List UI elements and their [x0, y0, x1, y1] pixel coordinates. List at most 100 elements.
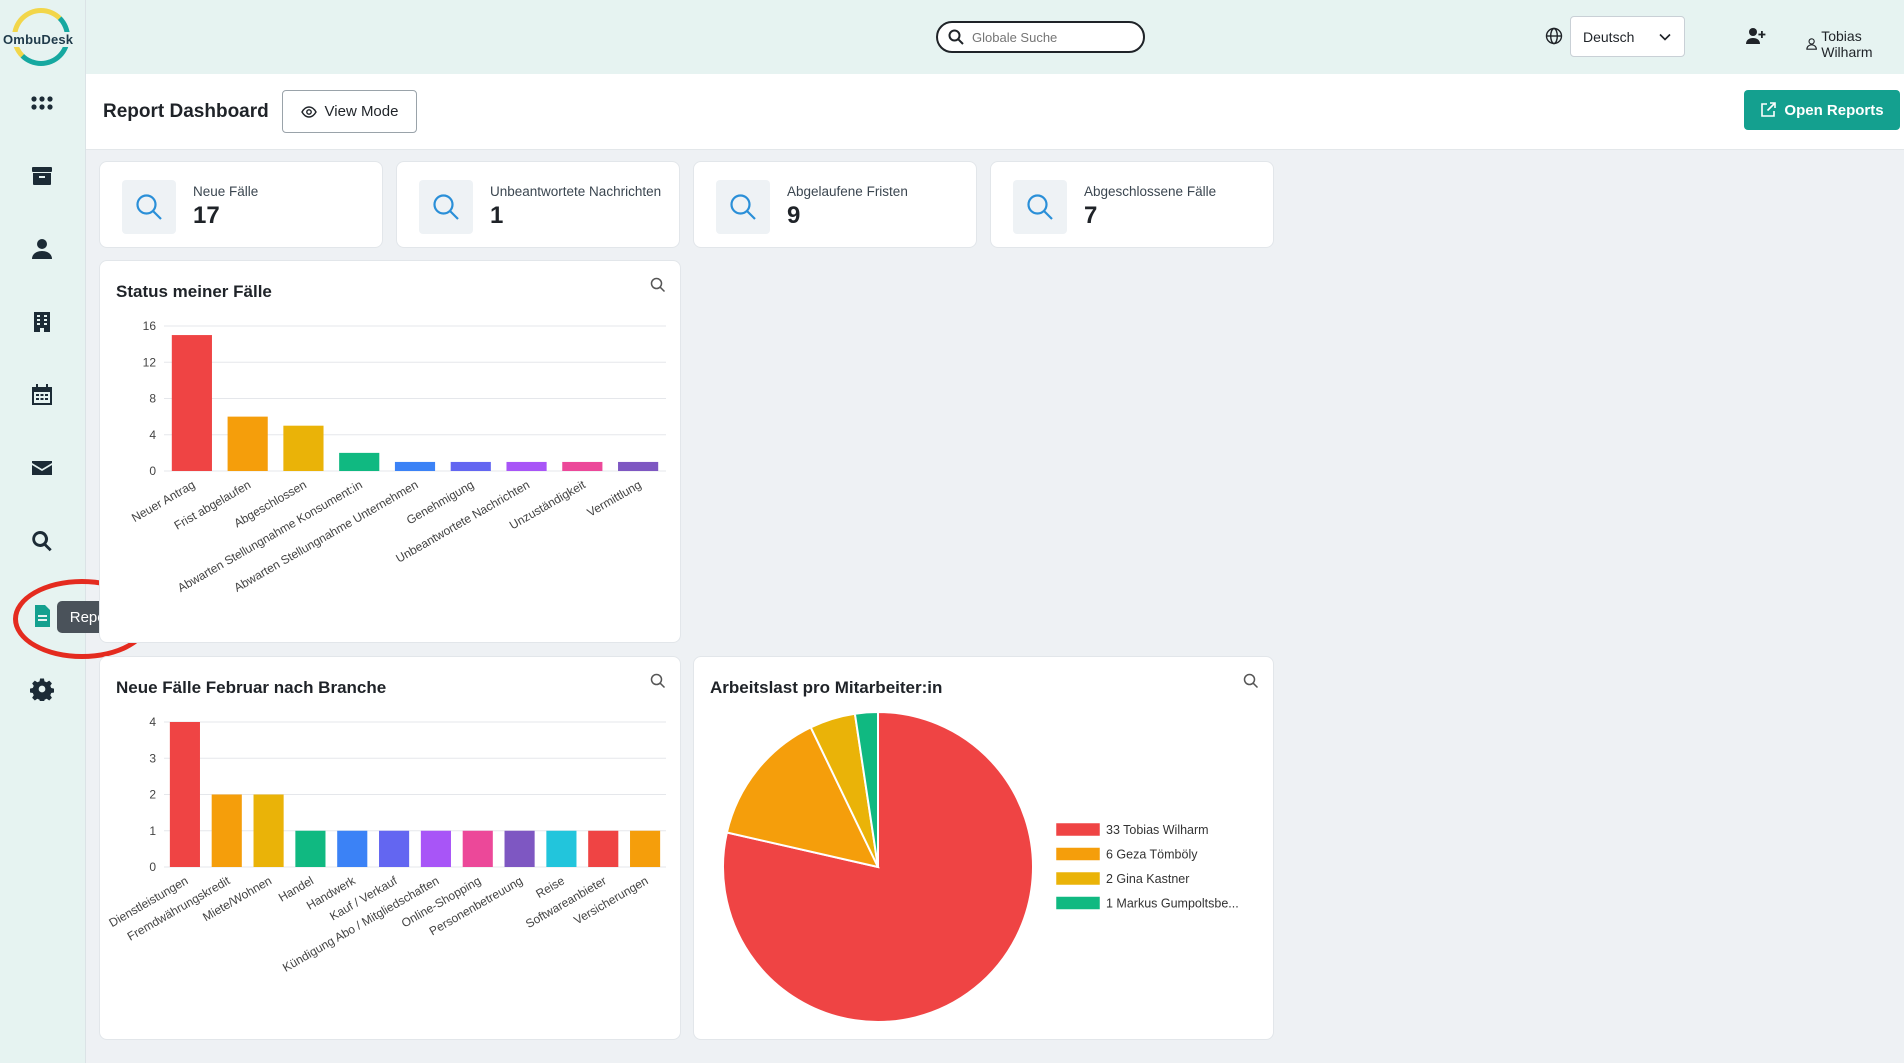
stat-value: 9: [787, 202, 801, 229]
legend-label: 2 Gina Kastner: [1106, 872, 1189, 886]
bar[interactable]: [450, 461, 491, 471]
building-icon: [34, 312, 50, 332]
chevron-down-icon: [1659, 33, 1671, 41]
stat-card-unanswered-messages[interactable]: Unbeantwortete Nachrichten 1: [396, 161, 680, 248]
chart-title: Arbeitslast pro Mitarbeiter:in: [710, 678, 943, 697]
app-logo[interactable]: OmbuDesk: [0, 4, 86, 68]
stat-label: Abgeschlossene Fälle: [1084, 184, 1217, 199]
industry-bar-chart: 01234DienstleistungenFremdwährungskredit…: [107, 715, 666, 975]
legend-label: 6 Geza Tömböly: [1106, 848, 1198, 862]
sidebar-item-messages[interactable]: [18, 444, 66, 492]
legend-swatch: [1055, 896, 1101, 910]
bar[interactable]: [562, 461, 603, 471]
bar[interactable]: [169, 722, 200, 867]
bar[interactable]: [227, 416, 268, 471]
bar[interactable]: [462, 830, 493, 867]
bar[interactable]: [253, 794, 284, 868]
y-tick-label: 0: [149, 860, 156, 874]
chart-card-workload: Arbeitslast pro Mitarbeiter:in 33 Tobias…: [693, 656, 1274, 1040]
top-bar: Deutsch Tobias Wilharm: [86, 0, 1904, 74]
global-search[interactable]: [936, 21, 1145, 53]
legend-label: 33 Tobias Wilharm: [1106, 823, 1209, 837]
pie-slice[interactable]: [853, 710, 879, 868]
archive-icon: [32, 167, 52, 185]
zoom-icon[interactable]: [1243, 673, 1259, 689]
sidebar-item-settings[interactable]: [18, 665, 66, 713]
y-tick-label: 8: [149, 392, 156, 406]
view-mode-label: View Mode: [324, 103, 399, 120]
stat-value: 7: [1084, 202, 1098, 229]
stat-icon-box: [419, 180, 473, 234]
search-icon: [32, 531, 52, 552]
bar[interactable]: [618, 461, 659, 471]
y-tick-label: 16: [143, 319, 157, 333]
bar[interactable]: [283, 425, 324, 471]
sidebar-item-archive[interactable]: [18, 152, 66, 200]
stat-card-closed-cases[interactable]: Abgeschlossene Fälle 7: [990, 161, 1274, 248]
stat-icon-box: [122, 180, 176, 234]
bar[interactable]: [171, 335, 212, 471]
zoom-icon[interactable]: [650, 277, 666, 293]
global-search-input[interactable]: [972, 29, 1132, 45]
bar[interactable]: [546, 830, 577, 867]
sidebar: OmbuDesk: [0, 0, 86, 1063]
language-select[interactable]: Deutsch: [1570, 16, 1685, 57]
search-icon: [730, 194, 756, 220]
chart-title: Neue Fälle Februar nach Branche: [116, 678, 387, 697]
user-name: Tobias Wilharm: [1821, 28, 1873, 60]
calendar-icon: [32, 384, 52, 405]
stat-icon-box: [1013, 180, 1067, 234]
x-tick-label: Vermittlung: [585, 477, 644, 519]
bar[interactable]: [337, 830, 368, 867]
bar[interactable]: [504, 830, 535, 867]
bar[interactable]: [506, 461, 547, 471]
stat-card-new-cases[interactable]: Neue Fälle 17: [99, 161, 383, 248]
page-header: Report Dashboard View Mode Open Reports: [86, 74, 1904, 150]
bar[interactable]: [420, 830, 451, 867]
user-icon: [1806, 38, 1817, 50]
chart-card-industry: Neue Fälle Februar nach Branche 0 1 2 3 4 Die…: [99, 656, 681, 1040]
stat-label: Unbeantwortete Nachrichten: [490, 184, 662, 199]
bar[interactable]: [211, 794, 242, 868]
person-icon: [32, 239, 52, 259]
sidebar-item-dashboard[interactable]: [18, 79, 66, 127]
stat-value: 17: [193, 202, 220, 229]
eye-icon: [300, 105, 317, 118]
open-reports-button[interactable]: Open Reports: [1744, 90, 1900, 130]
logo-text: OmbuDesk: [2, 32, 75, 47]
stat-value: 1: [490, 202, 504, 229]
chart-card-status: Status meiner Fälle 0 4 8 12 16 Neuer Antrag F…: [99, 260, 681, 643]
workload-pie-chart: 33 Tobias Wilharm 6 Geza Tömböly 2 Gina Ka…: [722, 710, 1239, 1023]
stat-card-expired-deadlines[interactable]: Abgelaufene Fristen 9: [693, 161, 977, 248]
bar[interactable]: [394, 461, 436, 471]
gear-icon: [30, 678, 54, 701]
search-icon: [948, 29, 964, 45]
bar[interactable]: [295, 830, 326, 867]
user-menu[interactable]: Tobias Wilharm: [1806, 28, 1904, 60]
open-reports-label: Open Reports: [1784, 101, 1884, 119]
y-tick-label: 4: [149, 428, 156, 442]
stat-label: Abgelaufene Fristen: [787, 184, 908, 199]
bar[interactable]: [588, 830, 619, 867]
mail-icon: [32, 461, 52, 475]
pie-slice[interactable]: [725, 726, 880, 869]
bar[interactable]: [379, 830, 410, 867]
y-tick-label: 0: [149, 464, 156, 478]
sidebar-item-search[interactable]: [18, 517, 66, 565]
legend-swatch: [1055, 847, 1101, 861]
sidebar-item-persons[interactable]: [18, 225, 66, 273]
sidebar-item-calendar[interactable]: [18, 371, 66, 419]
bar[interactable]: [630, 830, 661, 867]
view-mode-button[interactable]: View Mode: [282, 90, 417, 133]
legend-swatch: [1055, 871, 1101, 886]
add-user-icon[interactable]: [1746, 27, 1766, 45]
zoom-icon[interactable]: [650, 673, 666, 689]
sidebar-item-companies[interactable]: [18, 298, 66, 346]
stat-icon-box: [716, 180, 770, 234]
search-icon: [136, 194, 162, 220]
bar[interactable]: [339, 452, 380, 471]
legend-swatch: [1055, 822, 1101, 837]
legend-label: 1 Markus Gumpoltsbe...: [1106, 897, 1239, 911]
y-tick-label: 1: [149, 824, 156, 838]
